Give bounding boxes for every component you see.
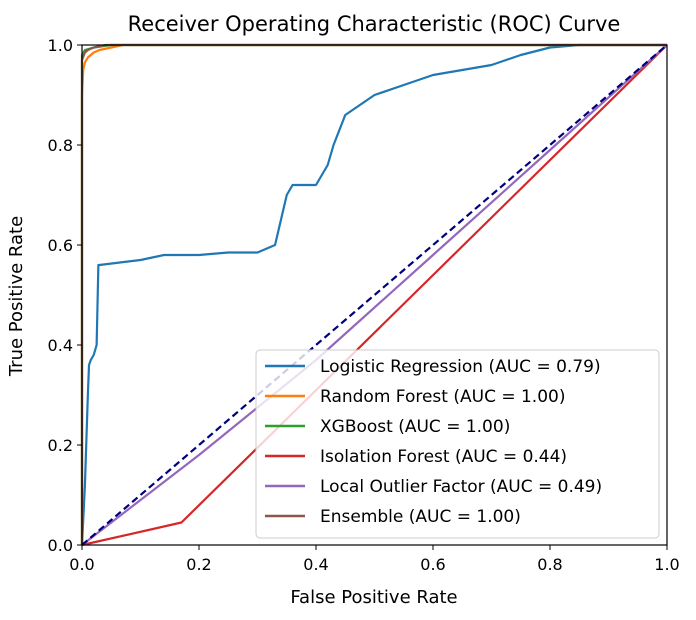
y-tick-label: 1.0 <box>48 36 73 55</box>
reference-diagonal-line <box>81 44 668 546</box>
x-tick-label: 0.4 <box>303 555 328 574</box>
x-tick-label: 0.8 <box>537 555 562 574</box>
legend: Logistic Regression (AUC = 0.79) Random F… <box>255 349 660 539</box>
legend-label-xgboost: XGBoost (AUC = 1.00) <box>320 417 510 437</box>
legend-label-ensemble: Ensemble (AUC = 1.00) <box>320 507 521 527</box>
y-tick-label: 0.2 <box>48 436 73 455</box>
y-axis-label: True Positive Rate <box>6 216 27 377</box>
plot-frame <box>81 44 668 546</box>
y-tick-label: 0.4 <box>48 336 73 355</box>
y-tick-label: 0.8 <box>48 136 73 155</box>
axes: 0.0 0.2 0.4 0.6 0.8 1.0 0.0 0.2 0.4 0.6 0.8 1.0 <box>48 36 680 574</box>
y-tick-label: 0.6 <box>48 236 73 255</box>
x-axis-label: False Positive Rate <box>290 587 457 608</box>
legend-label-local-outlier-factor: Local Outlier Factor (AUC = 0.49) <box>320 477 602 497</box>
series-line-isolation-forest <box>81 44 668 547</box>
x-tick-label: 1.0 <box>654 555 679 574</box>
legend-box <box>255 349 660 539</box>
x-tick-label: 0.0 <box>69 555 94 574</box>
x-tick-label: 0.2 <box>186 555 211 574</box>
legend-label-logistic-regression: Logistic Regression (AUC = 0.79) <box>320 357 601 377</box>
legend-label-isolation-forest: Isolation Forest (AUC = 0.44) <box>320 447 567 467</box>
x-tick-label: 0.6 <box>420 555 445 574</box>
series-line-logistic-regression <box>80 43 667 546</box>
y-tick-label: 0.0 <box>48 536 73 555</box>
chart-title: Receiver Operating Characteristic (ROC) … <box>128 12 621 36</box>
legend-label-random-forest: Random Forest (AUC = 1.00) <box>320 387 565 407</box>
